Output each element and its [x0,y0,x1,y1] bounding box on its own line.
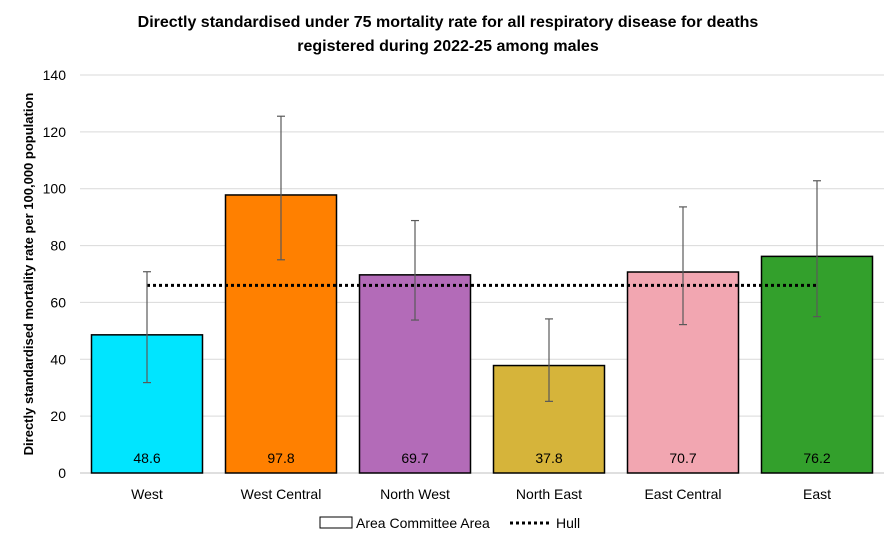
chart-title-line-1: Directly standardised under 75 mortality… [138,14,759,31]
y-tick-label: 60 [50,294,66,310]
x-tick-label: West Central [241,486,322,502]
bar-north-east [492,364,606,474]
x-tick-label: North East [516,486,582,502]
data-label: 69.7 [401,450,428,466]
bars [90,194,874,474]
gridlines [80,74,884,474]
y-tick-label: 20 [50,408,66,424]
data-label: 97.8 [267,450,294,466]
x-tick-label: East Central [644,486,721,502]
error-bars [143,115,821,402]
y-tick-label: 0 [58,465,66,481]
x-tick-label: East [803,486,831,502]
y-axis-label: Directly standardised mortality rate per… [21,93,36,456]
y-tick-label: 80 [50,238,66,254]
y-tick-label: 140 [43,67,67,83]
data-label: 76.2 [803,450,830,466]
legend-swatch-area-committee [319,516,353,529]
x-axis-ticks: West West Central North West North East East… [131,486,831,502]
y-tick-label: 100 [43,181,67,197]
x-tick-label: West [131,486,163,502]
y-axis-ticks: 0 20 40 60 80 100 120 140 [43,67,67,481]
y-tick-label: 40 [50,351,66,367]
legend: Area Committee Area Hull [319,515,580,531]
data-labels: 48.6 97.8 69.7 37.8 70.7 76.2 [133,450,830,466]
legend-label-area-committee: Area Committee Area [356,515,490,531]
legend-label-hull: Hull [556,515,580,531]
x-tick-label: North West [380,486,450,502]
data-label: 37.8 [535,450,562,466]
data-label: 70.7 [669,450,696,466]
data-label: 48.6 [133,450,160,466]
y-tick-label: 120 [43,124,67,140]
chart-title-line-2: registered during 2022-25 among males [297,38,599,55]
